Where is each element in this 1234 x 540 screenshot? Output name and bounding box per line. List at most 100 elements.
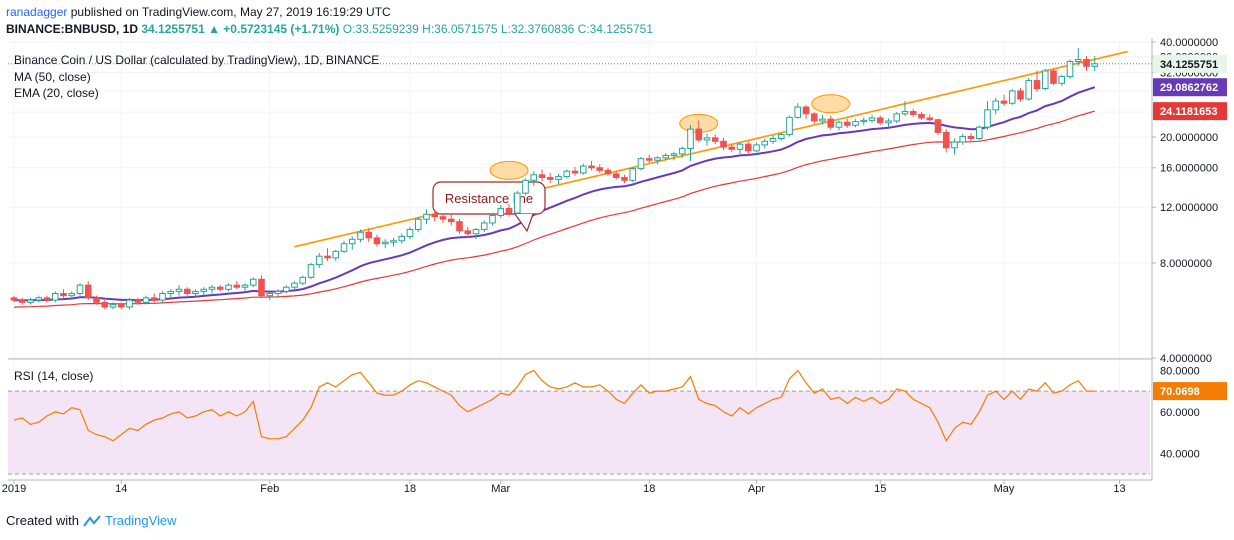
candle <box>159 291 166 303</box>
rsi-tick-label: 60.0000 <box>1160 407 1200 419</box>
candle <box>588 161 595 171</box>
candle-body <box>621 177 628 181</box>
time-tick-label: 18 <box>643 483 655 495</box>
candle <box>233 281 241 290</box>
candle <box>464 226 472 238</box>
author-link[interactable]: ranadagger <box>6 5 68 19</box>
candle-body <box>447 218 455 223</box>
ema20-badge: 29.0862762 <box>1160 82 1218 94</box>
candle-body <box>687 128 694 150</box>
candle <box>984 101 991 130</box>
candle-body <box>348 238 356 245</box>
candle <box>777 133 785 141</box>
publish-info: ranadagger published on TradingView.com,… <box>6 5 391 19</box>
candle-body <box>225 284 232 290</box>
candle-body <box>1066 61 1074 78</box>
ema20-badge-bg <box>1153 78 1227 97</box>
candle <box>522 178 529 196</box>
publish-text: published on TradingView.com, May 27, 20… <box>70 5 391 19</box>
candle <box>51 291 59 303</box>
candle-body <box>373 237 381 245</box>
candle-body <box>315 255 323 266</box>
candle-body <box>612 173 620 179</box>
candle <box>794 103 802 119</box>
resistance-line <box>294 50 1128 248</box>
price-tick-label: 8.0000000 <box>1160 258 1212 270</box>
candle <box>192 289 199 298</box>
candle <box>720 137 727 151</box>
candle <box>786 115 793 137</box>
candle <box>431 210 439 222</box>
candle-body <box>258 278 265 297</box>
candle-body <box>563 170 571 178</box>
candle <box>992 97 1000 115</box>
candle-body <box>10 297 18 301</box>
candle-body <box>439 216 447 220</box>
tradingview-brand[interactable]: TradingView <box>104 513 177 528</box>
candle-body <box>604 169 612 175</box>
candle-body <box>241 284 249 288</box>
candle <box>555 173 562 185</box>
time-tick-label: 2019 <box>2 483 26 495</box>
candle <box>975 125 983 140</box>
candle-body <box>159 292 166 301</box>
candle <box>241 283 249 292</box>
price-tick-label: 40.0000000 <box>1160 37 1218 49</box>
candle-body <box>843 121 851 126</box>
candle-body <box>472 229 480 235</box>
candle-body <box>93 297 100 303</box>
candle <box>35 295 43 303</box>
candle <box>142 295 150 305</box>
time-tick-label: May <box>994 483 1015 495</box>
candle <box>629 166 637 183</box>
candle-body <box>233 284 241 288</box>
candle <box>357 229 364 243</box>
candle-body <box>324 255 331 259</box>
candle-body <box>18 299 26 303</box>
candle-body <box>84 284 92 299</box>
candle <box>1058 74 1066 86</box>
candle <box>258 275 265 298</box>
candle <box>604 167 612 176</box>
candle <box>348 236 356 250</box>
candle <box>612 171 620 180</box>
candle-body <box>984 109 991 128</box>
candle-body <box>216 286 224 290</box>
candle <box>282 285 290 294</box>
candle <box>596 164 604 173</box>
candle-body <box>637 158 645 170</box>
symbol-line: BINANCE:BNBUSD, 1D 34.1255751 ▲ +0.57231… <box>6 22 653 36</box>
candle-body <box>291 282 298 288</box>
candle <box>893 112 901 124</box>
candle-body <box>1025 80 1033 100</box>
candle <box>1083 56 1090 71</box>
candle-body <box>109 304 117 308</box>
candle-body <box>126 299 133 308</box>
indicator-legend: MA (50, close) <box>14 70 91 84</box>
ma50-badge: 24.1181653 <box>1160 106 1218 118</box>
ma50-badge-bg <box>1153 102 1227 121</box>
rsi-title: RSI (14, close) <box>14 369 93 383</box>
candle-body <box>571 170 579 174</box>
candle-body <box>497 207 505 216</box>
time-tick-label: Mar <box>491 483 510 495</box>
candle <box>299 275 307 286</box>
candle <box>505 203 513 217</box>
candle-body <box>629 168 637 181</box>
candle-body <box>1074 59 1082 63</box>
candle <box>472 228 480 240</box>
candle-body <box>299 276 307 284</box>
candle-body <box>522 179 529 194</box>
candle-body <box>117 304 125 308</box>
candle-body <box>720 140 727 148</box>
candle-body <box>579 165 587 174</box>
candle-body <box>678 148 686 155</box>
candle <box>736 142 744 154</box>
candle-body <box>505 207 513 214</box>
candle <box>967 133 975 142</box>
candle-body <box>35 297 43 301</box>
candle <box>175 285 183 296</box>
time-tick-label: Apr <box>748 483 765 495</box>
rsi-tick-label: 40.0000 <box>1160 448 1200 460</box>
